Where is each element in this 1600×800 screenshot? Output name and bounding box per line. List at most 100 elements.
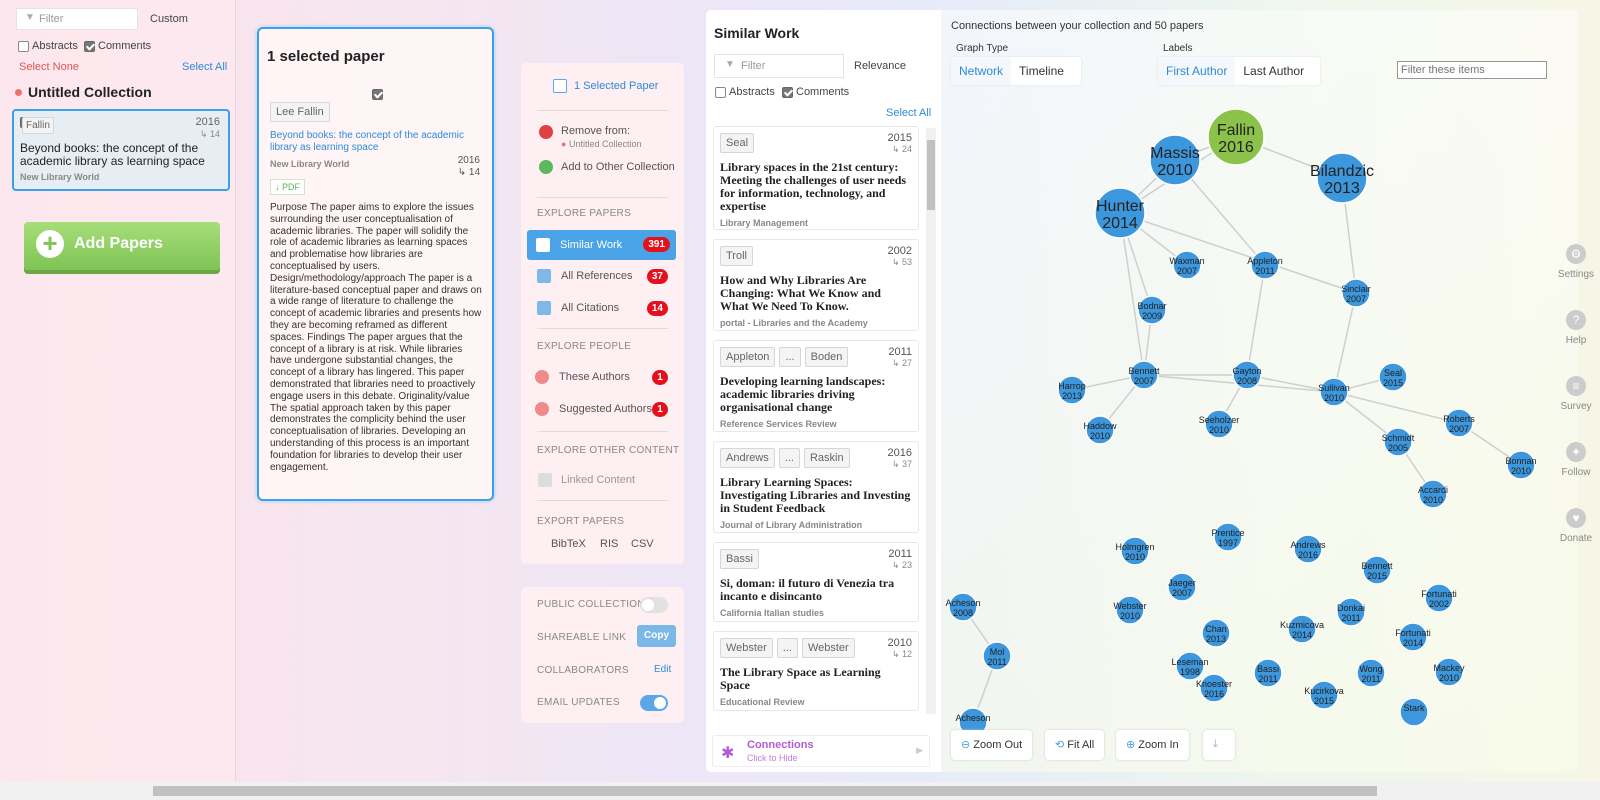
- author-tag[interactable]: Webster: [801, 638, 855, 658]
- node-circle[interactable]: [1309, 680, 1339, 710]
- collection-paper-card[interactable]: Fallin 2016 ↳ 14 Beyond books: the concep…: [12, 109, 230, 191]
- node-circle[interactable]: [1175, 651, 1205, 681]
- similar-work-button[interactable]: Similar Work 391: [527, 230, 676, 260]
- node-circle[interactable]: [1424, 583, 1454, 613]
- edit-collaborators-link[interactable]: Edit: [654, 664, 672, 675]
- node-circle[interactable]: [1213, 522, 1243, 552]
- node-circle[interactable]: [1418, 479, 1448, 509]
- all-citations-button[interactable]: All Citations 14: [521, 294, 684, 324]
- timeline-tab[interactable]: Timeline: [1019, 64, 1064, 78]
- public-collection-toggle[interactable]: [640, 597, 668, 613]
- author-tag[interactable]: Appleton: [720, 347, 776, 367]
- comments-toggle[interactable]: Comments: [84, 40, 151, 52]
- custom-sort-button[interactable]: Custom: [150, 13, 188, 25]
- node-circle[interactable]: [1167, 572, 1197, 602]
- node-circle[interactable]: [1137, 295, 1167, 325]
- select-all-link[interactable]: Select All: [886, 107, 932, 119]
- first-author-tab[interactable]: First Author: [1158, 57, 1236, 85]
- author-tag[interactable]: Bassi: [720, 549, 759, 569]
- node-circle[interactable]: [958, 707, 988, 730]
- select-all-link[interactable]: Select All: [182, 61, 228, 73]
- remove-from-collection-button[interactable]: Remove from: ● Untitled Collection: [521, 123, 684, 153]
- author-tag[interactable]: ...: [778, 448, 800, 468]
- network-tab[interactable]: Network: [951, 57, 1012, 85]
- survey-button[interactable]: ≡ Survey: [1546, 376, 1600, 412]
- node-circle[interactable]: [1356, 658, 1386, 688]
- author-tag[interactable]: Seal: [720, 133, 755, 153]
- node-circle[interactable]: [1204, 409, 1234, 439]
- zoom-in-button[interactable]: ⊕ Zoom In: [1116, 730, 1189, 760]
- collection-filter-input[interactable]: ▼ Filter: [16, 8, 138, 30]
- node-circle[interactable]: [1399, 697, 1429, 727]
- author-tag[interactable]: Fallin: [22, 117, 54, 134]
- settings-button[interactable]: ⚙ Settings: [1546, 244, 1600, 280]
- author-tag[interactable]: ...: [776, 638, 798, 658]
- similar-paper-card[interactable]: Webster... Webster 2010 ↳ 12 The Library Spa…: [713, 631, 919, 711]
- node-circle[interactable]: [1506, 450, 1536, 480]
- node-circle[interactable]: [1115, 595, 1145, 625]
- node-circle[interactable]: [1172, 250, 1202, 280]
- similar-paper-card[interactable]: Bassi 2011 ↳ 23 Si, doman: il futuro di Ven…: [713, 542, 919, 622]
- node-circle[interactable]: [1250, 250, 1280, 280]
- node-circle[interactable]: [1207, 108, 1265, 166]
- suggested-authors-button[interactable]: Suggested Authors 1: [521, 395, 684, 425]
- author-tag[interactable]: ...: [779, 347, 801, 367]
- node-circle[interactable]: [1293, 534, 1323, 564]
- comments-toggle[interactable]: Comments: [782, 86, 849, 98]
- paper-title[interactable]: The Library Space as Learning Space: [720, 665, 881, 692]
- similar-paper-card[interactable]: Seal 2015 ↳ 24 Library spaces in the 21st c…: [713, 126, 919, 230]
- scrollbar-thumb[interactable]: [927, 140, 935, 210]
- paper-title[interactable]: Beyond books: the concept of the academi…: [20, 141, 205, 168]
- node-circle[interactable]: [1287, 614, 1317, 644]
- last-author-tab[interactable]: Last Author: [1243, 64, 1305, 78]
- scrollbar-thumb[interactable]: [153, 786, 1377, 796]
- node-circle[interactable]: [1232, 360, 1262, 390]
- paper-title[interactable]: Developing learning landscapes: academic…: [720, 374, 886, 414]
- copy-link-button[interactable]: Copy: [637, 625, 676, 647]
- node-circle[interactable]: [1253, 658, 1283, 688]
- node-circle[interactable]: [1362, 555, 1392, 585]
- fit-all-button[interactable]: ⟲ Fit All: [1045, 730, 1105, 760]
- scrollbar[interactable]: [926, 128, 936, 714]
- author-tag[interactable]: Raskin: [803, 448, 850, 468]
- linked-content-button[interactable]: Linked Content: [521, 467, 684, 497]
- download-icon[interactable]: ⤓: [1203, 730, 1235, 760]
- paper-title[interactable]: Library spaces in the 21st century: Meet…: [720, 160, 907, 213]
- abstracts-toggle[interactable]: Abstracts: [18, 40, 78, 52]
- email-updates-toggle[interactable]: [640, 695, 668, 711]
- sort-dropdown[interactable]: Relevance: [854, 60, 906, 72]
- selected-checkbox[interactable]: [372, 89, 383, 101]
- node-circle[interactable]: [1149, 134, 1201, 186]
- export-bibtex-button[interactable]: BibTeX: [551, 538, 586, 550]
- node-circle[interactable]: [982, 641, 1012, 671]
- node-circle[interactable]: [1336, 597, 1366, 627]
- selected-paper-title-link[interactable]: Beyond books: the concept of the academi…: [270, 130, 465, 153]
- graph-node-acheson2[interactable]: Acheson: [955, 707, 991, 730]
- author-tag[interactable]: Troll: [720, 246, 753, 266]
- these-authors-button[interactable]: These Authors 1: [521, 363, 684, 393]
